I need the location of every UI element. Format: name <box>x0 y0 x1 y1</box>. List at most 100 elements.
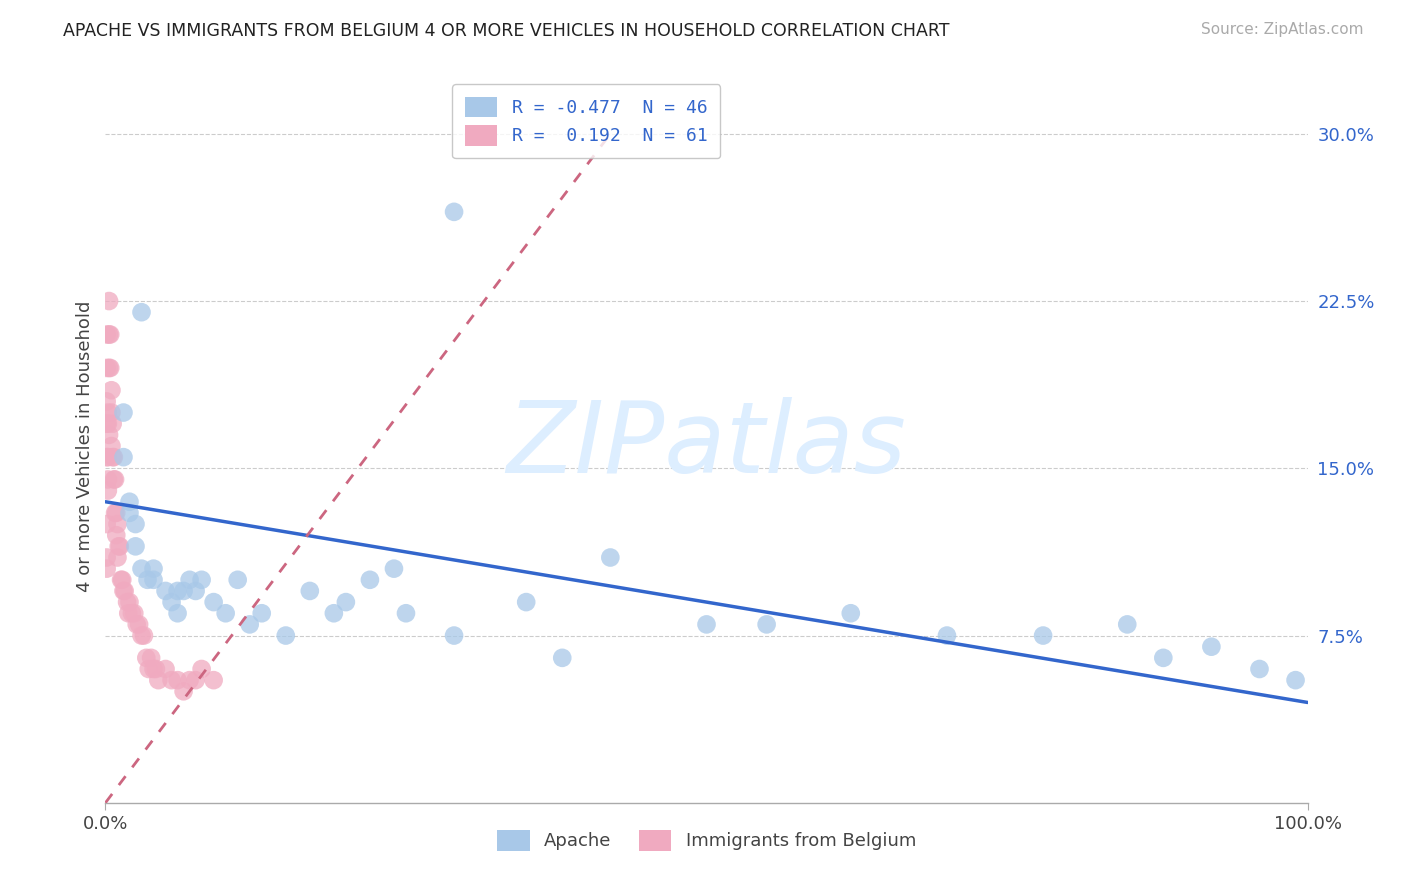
Point <box>250 607 273 621</box>
Point <box>1284 673 1306 687</box>
Point <box>103 450 125 465</box>
Point <box>96 450 118 465</box>
Point <box>359 573 381 587</box>
Point <box>96 562 118 576</box>
Point <box>190 662 212 676</box>
Point <box>142 562 165 576</box>
Point <box>100 384 122 398</box>
Point <box>1032 628 1054 642</box>
Point <box>135 651 157 665</box>
Point <box>121 607 143 621</box>
Point <box>139 651 162 665</box>
Point <box>515 595 537 609</box>
Point <box>110 573 132 587</box>
Point <box>115 595 138 609</box>
Point <box>173 583 195 598</box>
Point <box>599 550 621 565</box>
Point <box>100 405 122 420</box>
Point <box>298 583 321 598</box>
Point <box>104 473 127 487</box>
Point <box>202 673 225 687</box>
Point <box>98 360 121 375</box>
Point <box>97 473 120 487</box>
Y-axis label: 4 or more Vehicles in Household: 4 or more Vehicles in Household <box>76 301 94 591</box>
Point <box>1249 662 1271 676</box>
Point <box>101 450 124 465</box>
Point <box>98 293 121 308</box>
Point <box>105 506 128 520</box>
Point <box>443 204 465 219</box>
Point <box>96 327 118 342</box>
Point <box>131 562 153 576</box>
Point <box>108 539 131 553</box>
Point <box>124 517 146 532</box>
Point <box>142 662 165 676</box>
Legend: Apache, Immigrants from Belgium: Apache, Immigrants from Belgium <box>489 822 924 858</box>
Point <box>190 573 212 587</box>
Point <box>112 450 135 465</box>
Point <box>179 673 201 687</box>
Point <box>1116 617 1139 632</box>
Point <box>155 583 177 598</box>
Point <box>103 473 125 487</box>
Point <box>125 617 148 632</box>
Point <box>166 583 188 598</box>
Point <box>274 628 297 642</box>
Point <box>96 517 118 532</box>
Point <box>335 595 357 609</box>
Point <box>98 327 121 342</box>
Point <box>98 360 121 375</box>
Point <box>179 573 201 587</box>
Point <box>202 595 225 609</box>
Point <box>114 583 136 598</box>
Point <box>184 583 207 598</box>
Point <box>138 662 160 676</box>
Point <box>97 483 120 498</box>
Point <box>96 550 118 565</box>
Point <box>173 684 195 698</box>
Point <box>118 595 141 609</box>
Point <box>107 517 129 532</box>
Point <box>1152 651 1174 665</box>
Point <box>1201 640 1223 654</box>
Point <box>160 595 183 609</box>
Point <box>112 583 135 598</box>
Point <box>166 673 188 687</box>
Point <box>124 539 146 553</box>
Point <box>696 617 718 632</box>
Text: Source: ZipAtlas.com: Source: ZipAtlas.com <box>1201 22 1364 37</box>
Point <box>443 628 465 642</box>
Point <box>239 617 262 632</box>
Point <box>107 550 129 565</box>
Point <box>105 528 128 542</box>
Point <box>111 573 134 587</box>
Point <box>96 417 118 431</box>
Point <box>98 327 121 342</box>
Point <box>132 628 155 642</box>
Point <box>118 506 141 520</box>
Point <box>184 673 207 687</box>
Point <box>131 305 153 319</box>
Point <box>551 651 574 665</box>
Point <box>96 394 118 409</box>
Text: ZIPatlas: ZIPatlas <box>506 398 907 494</box>
Point <box>155 662 177 676</box>
Point <box>97 450 120 465</box>
Point <box>142 573 165 587</box>
Point <box>148 673 170 687</box>
Point <box>131 628 153 642</box>
Point <box>118 494 141 508</box>
Point <box>214 607 236 621</box>
Point <box>936 628 959 642</box>
Point <box>128 617 150 632</box>
Point <box>98 427 121 442</box>
Point <box>226 573 249 587</box>
Point <box>322 607 344 621</box>
Point <box>395 607 418 621</box>
Point <box>96 360 118 375</box>
Point <box>124 607 146 621</box>
Point <box>104 506 127 520</box>
Point <box>97 417 120 431</box>
Point <box>145 662 167 676</box>
Point <box>839 607 862 621</box>
